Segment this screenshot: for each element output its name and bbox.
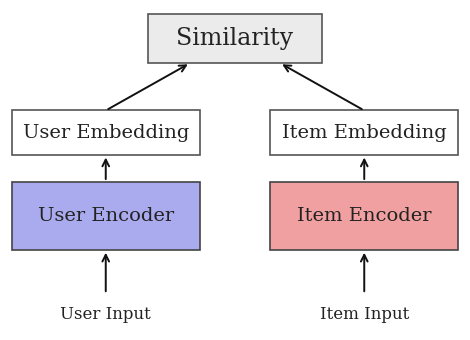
- Text: User Embedding: User Embedding: [23, 124, 189, 141]
- FancyBboxPatch shape: [148, 14, 322, 63]
- FancyBboxPatch shape: [12, 110, 200, 155]
- Text: Item Encoder: Item Encoder: [297, 207, 431, 225]
- Text: User Encoder: User Encoder: [38, 207, 174, 225]
- FancyBboxPatch shape: [270, 182, 458, 250]
- FancyBboxPatch shape: [12, 182, 200, 250]
- Text: User Input: User Input: [60, 306, 151, 323]
- Text: Item Embedding: Item Embedding: [282, 124, 446, 141]
- FancyBboxPatch shape: [270, 110, 458, 155]
- Text: Similarity: Similarity: [176, 27, 294, 50]
- Text: Item Input: Item Input: [320, 306, 409, 323]
